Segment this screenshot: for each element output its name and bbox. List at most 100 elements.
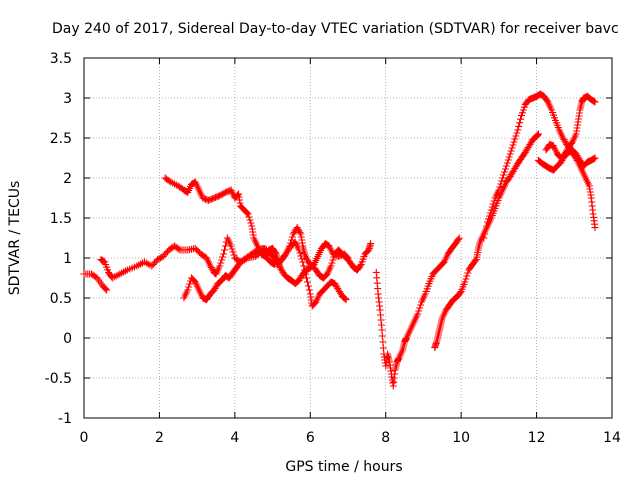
data-point xyxy=(344,254,352,262)
series-track-e xyxy=(372,234,463,390)
data-point xyxy=(297,252,305,260)
data-point xyxy=(303,278,311,286)
data-point xyxy=(245,213,253,221)
y-tick-label: 3 xyxy=(63,91,72,107)
x-tick-label: 6 xyxy=(306,430,315,446)
data-point xyxy=(487,206,495,214)
data-point xyxy=(414,310,422,318)
y-axis-label: SDTVAR / TECUs xyxy=(7,181,23,296)
data-point xyxy=(305,286,313,294)
data-point xyxy=(471,257,479,265)
data-point xyxy=(517,115,525,123)
data-point xyxy=(480,234,488,242)
x-tick-label: 2 xyxy=(155,430,164,446)
data-point xyxy=(534,130,542,138)
data-point xyxy=(590,155,598,163)
data-point xyxy=(218,256,226,264)
data-point xyxy=(379,338,387,346)
data-point xyxy=(591,154,599,162)
data-point xyxy=(501,168,509,176)
chart-title: Day 240 of 2017, Sidereal Day-to-day VTE… xyxy=(52,21,619,37)
data-point xyxy=(247,219,255,227)
y-tick-label: -1 xyxy=(58,411,72,427)
data-point xyxy=(220,246,228,254)
data-point xyxy=(515,122,523,130)
series-track-h xyxy=(534,146,599,174)
data-point xyxy=(455,234,463,242)
data-point xyxy=(463,272,471,280)
x-tick-label: 12 xyxy=(528,430,546,446)
data-point xyxy=(300,262,308,270)
plot-frame xyxy=(83,57,613,419)
data-point xyxy=(102,285,110,293)
data-point xyxy=(342,296,350,304)
series-track-i xyxy=(542,92,599,162)
data-point xyxy=(454,235,462,243)
data-point xyxy=(184,286,192,294)
data-point xyxy=(328,259,336,267)
data-point xyxy=(378,332,386,340)
data-point xyxy=(415,307,423,315)
y-tick-label: 2 xyxy=(63,171,72,187)
data-point xyxy=(216,262,224,270)
data-point xyxy=(489,200,497,208)
y-tick-label: 0 xyxy=(63,331,72,347)
data-point xyxy=(378,326,386,334)
data-point xyxy=(219,253,227,261)
data-point xyxy=(329,256,337,264)
data-point xyxy=(513,129,521,137)
data-point xyxy=(499,174,507,182)
data-point xyxy=(496,183,504,191)
data-point xyxy=(461,278,469,286)
data-point xyxy=(185,283,193,291)
data-point xyxy=(507,147,515,155)
data-point xyxy=(246,216,254,224)
data-point xyxy=(509,141,517,149)
data-point xyxy=(367,240,375,248)
data-point xyxy=(186,280,194,288)
data-point xyxy=(175,245,183,253)
data-point xyxy=(341,295,349,303)
data-point xyxy=(298,255,306,263)
data-point xyxy=(288,233,296,241)
x-axis-label: GPS time / hours xyxy=(285,459,402,475)
data-point xyxy=(484,218,492,226)
x-tick-label: 0 xyxy=(80,430,89,446)
data-point xyxy=(511,135,519,143)
data-point xyxy=(417,301,425,309)
data-point xyxy=(302,270,310,278)
data-point xyxy=(296,249,304,257)
data-point xyxy=(229,248,237,256)
data-point xyxy=(299,258,307,266)
data-point xyxy=(295,246,303,254)
x-tick-label: 14 xyxy=(603,430,621,446)
data-point xyxy=(464,269,472,277)
data-point xyxy=(271,249,279,257)
data-point xyxy=(220,250,228,258)
data-point xyxy=(591,224,599,232)
data-point xyxy=(356,262,364,270)
x-axis: 0 2 4 6 8 10 12 14 xyxy=(80,58,621,446)
data-point xyxy=(501,165,509,173)
y-tick-label: 3.5 xyxy=(50,51,72,67)
data-point xyxy=(506,150,514,158)
data-points xyxy=(80,90,599,390)
series-track-a xyxy=(80,270,111,294)
data-point xyxy=(103,286,111,294)
data-point xyxy=(512,132,520,140)
y-tick-label: 1 xyxy=(63,251,72,267)
data-point xyxy=(485,212,493,220)
data-point xyxy=(502,162,510,170)
data-point xyxy=(243,209,251,217)
y-tick-label: 0.5 xyxy=(50,291,72,307)
data-point xyxy=(508,144,516,152)
data-point xyxy=(510,138,518,146)
series-track-c xyxy=(161,174,352,288)
data-point xyxy=(504,156,512,164)
data-point xyxy=(304,282,312,290)
y-axis: 3.5 3 2.5 2 1.5 1 0.5 0 -0.5 -1 xyxy=(45,51,612,427)
data-point xyxy=(498,177,506,185)
data-point xyxy=(244,210,252,218)
data-point xyxy=(327,262,335,270)
